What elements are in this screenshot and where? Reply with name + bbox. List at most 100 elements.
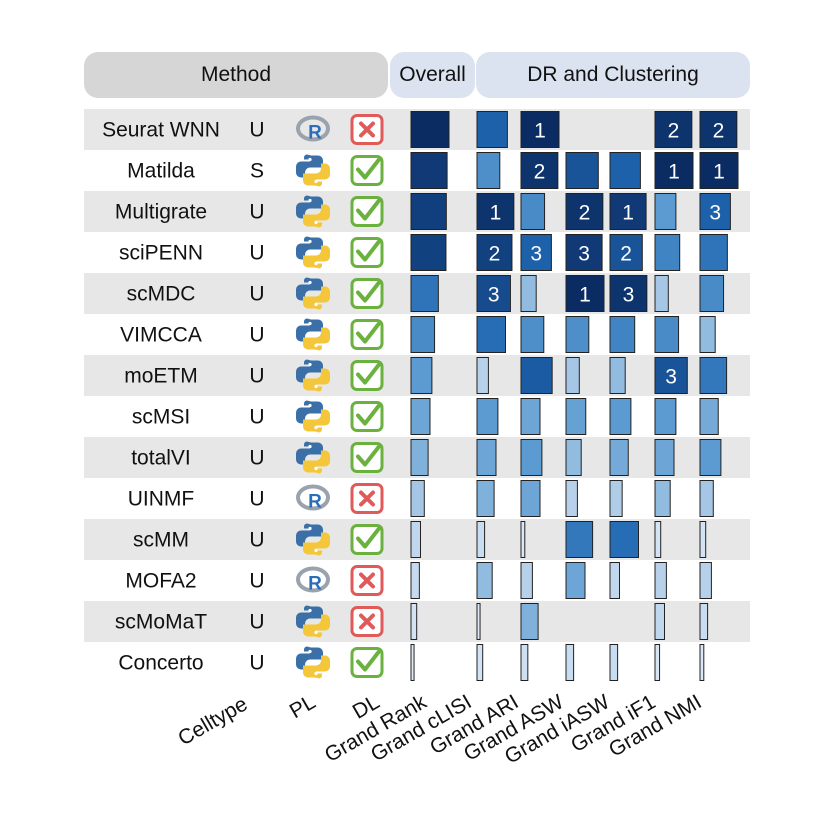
check-icon: [350, 360, 384, 391]
table-row: UINMF U R: [128, 480, 714, 517]
overall-header: Overall: [390, 52, 475, 98]
score-bar: [609, 562, 620, 599]
python-logo-icon: [296, 441, 330, 474]
score-bar: [654, 316, 680, 353]
svg-text:R: R: [308, 492, 322, 513]
score-bar: [654, 398, 677, 435]
score-bar: [410, 480, 425, 517]
table-row: Concerto U: [118, 644, 705, 681]
score-bar: [699, 480, 714, 517]
celltype-value: U: [249, 119, 264, 142]
score-bar: [609, 316, 636, 353]
check-icon: [350, 319, 384, 350]
score-bar: [410, 111, 450, 148]
celltype-value: U: [249, 488, 264, 511]
score-bar: [410, 193, 447, 230]
score-bar: [410, 562, 420, 599]
method-name: Multigrate: [115, 201, 207, 224]
celltype-value: U: [249, 611, 264, 634]
method-name: MOFA2: [125, 570, 196, 593]
score-bar: [654, 275, 669, 312]
method-header: Method: [84, 52, 388, 98]
python-logo-icon: [296, 195, 330, 228]
method-name: Matilda: [127, 160, 195, 183]
cross-icon: [350, 114, 384, 145]
method-name: scMDC: [127, 283, 196, 306]
dr-clustering-header: DR and Clustering: [476, 52, 750, 98]
score-bar: [699, 357, 728, 394]
score-bar: [476, 193, 515, 230]
rank-label: 2: [713, 120, 725, 143]
score-bar: [410, 644, 415, 681]
method-name: sciPENN: [119, 242, 203, 265]
score-bar: [410, 152, 448, 189]
column-label: Celltype: [174, 692, 251, 750]
method-name: moETM: [124, 365, 198, 388]
celltype-value: U: [249, 365, 264, 388]
celltype-value: S: [250, 160, 264, 183]
score-bar: [520, 316, 545, 353]
table-row: sciPENN U 2 3 3 2: [119, 234, 728, 271]
check-icon: [350, 401, 384, 432]
rank-label: 2: [668, 120, 680, 143]
svg-text:R: R: [308, 123, 322, 144]
score-bar: [410, 234, 447, 271]
score-bar: [520, 439, 543, 476]
score-bar: [520, 603, 539, 640]
score-bar: [609, 275, 648, 312]
python-logo-icon: [296, 277, 330, 310]
score-bar: [699, 111, 738, 148]
r-logo-icon: R: [296, 566, 330, 595]
rank-label: 2: [579, 202, 591, 225]
rank-label: 3: [709, 202, 721, 225]
score-bar: [565, 398, 587, 435]
python-logo-icon: [296, 523, 330, 556]
score-bar: [520, 521, 526, 558]
score-bar: [654, 152, 694, 189]
rank-label: 2: [489, 243, 501, 266]
score-bar: [609, 480, 623, 517]
score-bar: [565, 193, 604, 230]
rank-label: 2: [534, 161, 546, 184]
check-icon: [350, 196, 384, 227]
celltype-value: U: [249, 529, 264, 552]
score-bar: [654, 644, 661, 681]
score-bar: [609, 644, 619, 681]
python-logo-icon: [296, 400, 330, 433]
score-bar: [699, 316, 716, 353]
column-label: PL: [286, 690, 320, 723]
score-bar: [410, 357, 433, 394]
score-bar: [654, 357, 688, 394]
rank-label: 1: [622, 202, 634, 225]
score-bar: [520, 480, 541, 517]
score-bar: [476, 357, 489, 394]
score-bar: [609, 521, 639, 558]
rank-label: 3: [623, 284, 635, 307]
table-row: scMSI U: [132, 398, 719, 435]
method-name: scMSI: [132, 406, 190, 429]
score-bar: [410, 398, 431, 435]
score-bar: [699, 521, 707, 558]
check-icon: [350, 155, 384, 186]
score-bar: [476, 398, 499, 435]
score-bar: [654, 521, 662, 558]
celltype-value: U: [249, 242, 264, 265]
r-logo-icon: R: [296, 484, 330, 513]
rank-label: 1: [713, 161, 725, 184]
score-bar: [609, 152, 641, 189]
score-bar: [410, 439, 429, 476]
score-bar: [699, 275, 725, 312]
rank-label: 1: [534, 120, 546, 143]
score-bar: [476, 275, 511, 312]
score-bar: [609, 193, 647, 230]
table-row: scMM U: [84, 519, 750, 560]
celltype-value: U: [249, 406, 264, 429]
method-name: UINMF: [128, 488, 195, 511]
rank-label: 1: [579, 284, 591, 307]
celltype-value: U: [249, 447, 264, 470]
python-logo-icon: [296, 154, 330, 187]
score-bar: [565, 152, 599, 189]
score-bar: [565, 316, 590, 353]
score-bar: [565, 439, 582, 476]
score-bar: [565, 357, 580, 394]
